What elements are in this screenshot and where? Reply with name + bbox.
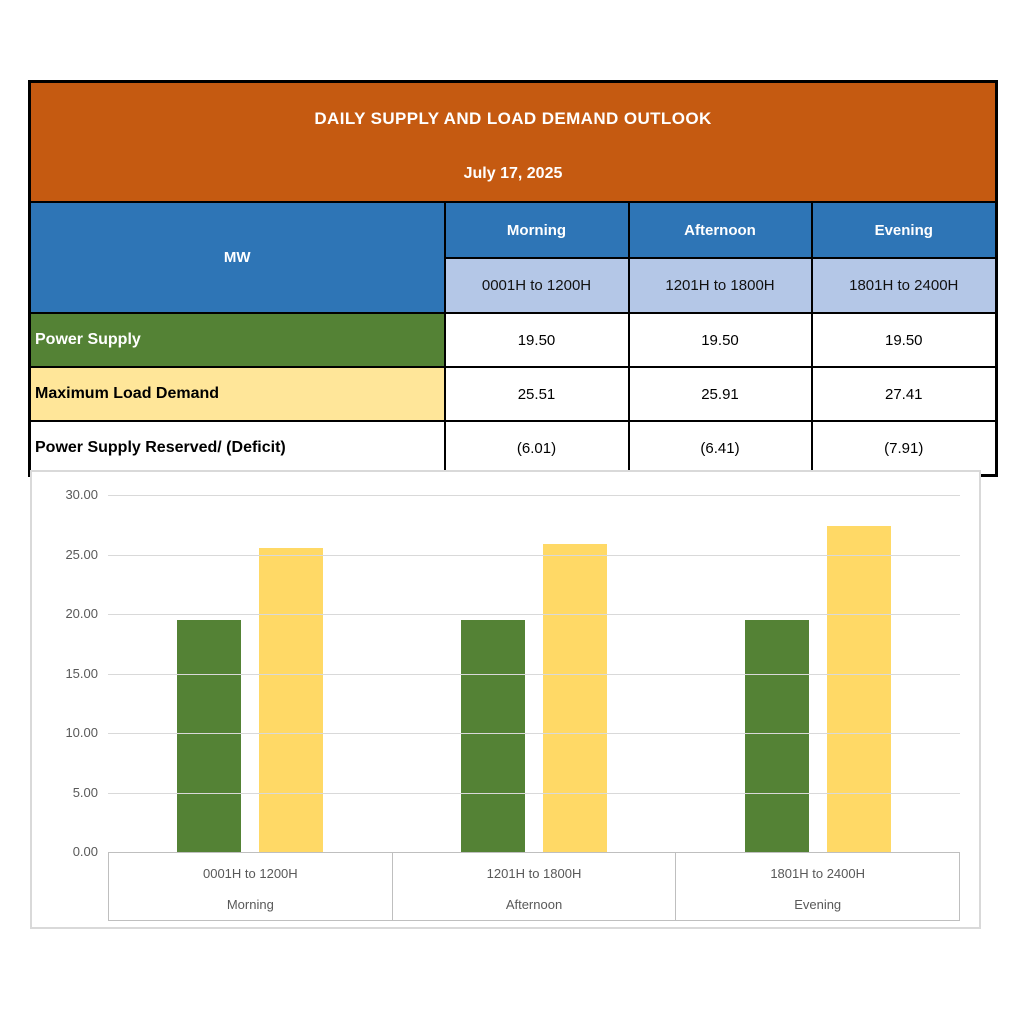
bar-group — [392, 495, 676, 852]
report-title: DAILY SUPPLY AND LOAD DEMAND OUTLOOK — [314, 109, 712, 128]
report-date: July 17, 2025 — [463, 165, 563, 182]
table-row-max-load-demand: Maximum Load Demand 25.51 25.91 27.41 — [28, 366, 998, 422]
plot-area — [108, 495, 960, 853]
range-header-evening: 1801H to 2400H — [810, 257, 998, 314]
range-header-morning: 0001H to 1200H — [443, 257, 630, 314]
bar-power-supply — [461, 619, 525, 852]
category-range-label: 1201H to 1800H — [486, 866, 582, 881]
report-header: DAILY SUPPLY AND LOAD DEMAND OUTLOOK Jul… — [28, 80, 998, 203]
column-header-afternoon: Afternoon — [627, 201, 813, 259]
cell-reserve-morning: (6.01) — [443, 420, 630, 477]
bar-group — [676, 495, 960, 852]
cell-demand-evening: 27.41 — [810, 366, 998, 422]
row-label-max-load-demand: Maximum Load Demand — [28, 366, 446, 422]
bar-maximum-load-demand — [543, 543, 607, 852]
row-label-reserve-deficit: Power Supply Reserved/ (Deficit) — [28, 420, 446, 477]
cell-demand-afternoon: 25.91 — [627, 366, 813, 422]
bar-maximum-load-demand — [827, 525, 891, 852]
y-axis-tick-label: 15.00 — [65, 665, 98, 681]
bar-maximum-load-demand — [259, 548, 323, 852]
table-row-power-supply: Power Supply 19.50 19.50 19.50 — [28, 312, 998, 368]
category-group-label: Afternoon — [505, 897, 563, 912]
cell-reserve-evening: (7.91) — [810, 420, 998, 477]
gridline — [108, 792, 960, 794]
y-axis-tick-label: 0.00 — [72, 844, 98, 859]
cell-reserve-afternoon: (6.41) — [627, 420, 813, 477]
category-cell-evening: 1801H to 2400H Evening — [676, 853, 959, 920]
time-range-row: 0001H to 1200H 1201H to 1800H 1801H to 2… — [30, 257, 998, 314]
range-header-afternoon: 1201H to 1800H — [627, 257, 813, 314]
y-axis-tick-label: 30.00 — [65, 487, 98, 502]
category-cell-morning: 0001H to 1200H Morning — [109, 853, 393, 920]
gridline — [108, 733, 960, 734]
column-header-morning: Morning — [443, 201, 630, 259]
category-cell-afternoon: 1201H to 1800H Afternoon — [393, 853, 677, 920]
category-range-label: 0001H to 1200H — [202, 866, 298, 881]
category-range-label: 1801H to 2400H — [770, 866, 866, 881]
gridline — [108, 554, 960, 556]
y-axis-tick-label: 5.00 — [72, 784, 98, 800]
bar-chart: 0001H to 1200H Morning 1201H to 1800H Af… — [30, 470, 981, 929]
table-row-reserve-deficit: Power Supply Reserved/ (Deficit) (6.01) … — [28, 420, 998, 477]
category-group-label: Morning — [226, 897, 274, 912]
y-axis-tick-label: 25.00 — [65, 546, 98, 562]
x-axis-labels: 0001H to 1200H Morning 1201H to 1800H Af… — [108, 852, 960, 921]
cell-supply-evening: 19.50 — [810, 312, 998, 368]
gridline — [108, 495, 960, 496]
category-group-label: Evening — [794, 897, 842, 912]
bar-power-supply — [745, 619, 809, 852]
bar-group — [108, 495, 392, 852]
y-axis-tick-label: 20.00 — [65, 606, 98, 621]
cell-demand-morning: 25.51 — [443, 366, 630, 422]
column-header-evening: Evening — [810, 201, 998, 259]
gridline — [108, 614, 960, 615]
cell-supply-morning: 19.50 — [443, 312, 630, 368]
row-label-power-supply: Power Supply — [28, 312, 446, 368]
y-axis-tick-label: 10.00 — [65, 725, 98, 740]
period-header-row: MW Morning Afternoon Evening — [28, 201, 998, 314]
unit-header: MW — [28, 201, 446, 314]
outlook-table: DAILY SUPPLY AND LOAD DEMAND OUTLOOK Jul… — [28, 80, 999, 477]
report-header-row: DAILY SUPPLY AND LOAD DEMAND OUTLOOK Jul… — [28, 80, 998, 203]
gridline — [108, 673, 960, 675]
cell-supply-afternoon: 19.50 — [627, 312, 813, 368]
bar-power-supply — [177, 619, 241, 852]
